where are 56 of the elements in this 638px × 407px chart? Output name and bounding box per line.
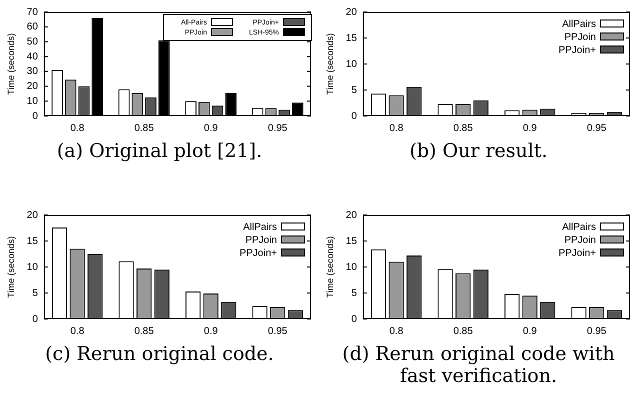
text: (d) Rerun original code with fast verification. bbox=[341, 343, 616, 387]
legend-label: PPJoin bbox=[564, 234, 596, 246]
x-tick-label: 0.9 bbox=[204, 326, 218, 337]
y-tick-label: 10 bbox=[346, 58, 358, 70]
x-tick-label: 0.8 bbox=[389, 122, 404, 134]
x-tick-label: 0.95 bbox=[586, 326, 607, 337]
x-tick-label: 0.95 bbox=[268, 326, 288, 337]
text: (c) Rerun original code. bbox=[44, 343, 275, 365]
y-axis-title: Time (seconds) bbox=[6, 236, 16, 298]
legend-label: AllPairs bbox=[562, 222, 596, 233]
text: (a) Original plot [21]. bbox=[56, 140, 264, 162]
y-tick-label: 15 bbox=[26, 236, 38, 247]
y-tick-label: 20 bbox=[26, 210, 38, 221]
legend-label: PPJoin+ bbox=[558, 44, 596, 56]
y-tick-label: 5 bbox=[351, 84, 358, 96]
legend-label: PPJoin+ bbox=[558, 248, 596, 259]
x-tick-label: 0.85 bbox=[453, 122, 474, 134]
x-tick-label: 0.8 bbox=[70, 326, 85, 337]
legend-label: PPJoin bbox=[564, 32, 596, 43]
x-tick-label: 0.9 bbox=[522, 326, 538, 337]
legend-label: PPJoin+ bbox=[239, 248, 278, 259]
y-tick-label: 5 bbox=[32, 288, 38, 299]
y-tick-label: 15 bbox=[346, 236, 358, 247]
y-tick-label: 70 bbox=[26, 6, 38, 18]
text: (b) Our result. bbox=[408, 140, 549, 162]
x-tick-label: 0.8 bbox=[389, 326, 404, 337]
y-tick-label: 0 bbox=[351, 314, 358, 325]
y-tick-label: 0 bbox=[32, 110, 38, 122]
y-tick-label: 30 bbox=[26, 66, 38, 78]
legend-label: PPJoin bbox=[245, 234, 277, 246]
y-tick-label: 60 bbox=[26, 22, 38, 33]
y-tick-label: 10 bbox=[346, 262, 358, 273]
x-tick-label: 0.9 bbox=[204, 122, 218, 134]
x-tick-label: 0.9 bbox=[522, 122, 538, 134]
legend-label: AllPairs bbox=[562, 18, 596, 30]
legend-label: AllPairs bbox=[243, 222, 277, 233]
y-tick-label: 20 bbox=[346, 210, 358, 221]
x-tick-label: 0.85 bbox=[453, 326, 474, 337]
y-axis-title: Time (seconds) bbox=[324, 236, 335, 298]
y-tick-label: 10 bbox=[26, 96, 38, 107]
y-tick-label: 20 bbox=[26, 81, 38, 92]
y-axis-title: Time (seconds) bbox=[6, 33, 16, 95]
x-tick-label: 0.95 bbox=[268, 122, 288, 134]
x-tick-label: 0.95 bbox=[586, 122, 607, 134]
x-tick-label: 0.85 bbox=[134, 122, 154, 134]
y-tick-label: 0 bbox=[351, 110, 358, 122]
y-tick-label: 40 bbox=[26, 51, 38, 62]
y-tick-label: 15 bbox=[346, 32, 358, 44]
y-tick-label: 0 bbox=[32, 314, 38, 325]
y-tick-label: 10 bbox=[26, 262, 38, 273]
y-tick-label: 20 bbox=[346, 6, 358, 18]
x-tick-label: 0.85 bbox=[134, 326, 154, 337]
y-axis-title: Time (seconds) bbox=[324, 33, 335, 95]
y-tick-label: 5 bbox=[351, 288, 358, 299]
y-tick-label: 50 bbox=[26, 36, 38, 48]
x-tick-label: 0.8 bbox=[70, 122, 85, 134]
